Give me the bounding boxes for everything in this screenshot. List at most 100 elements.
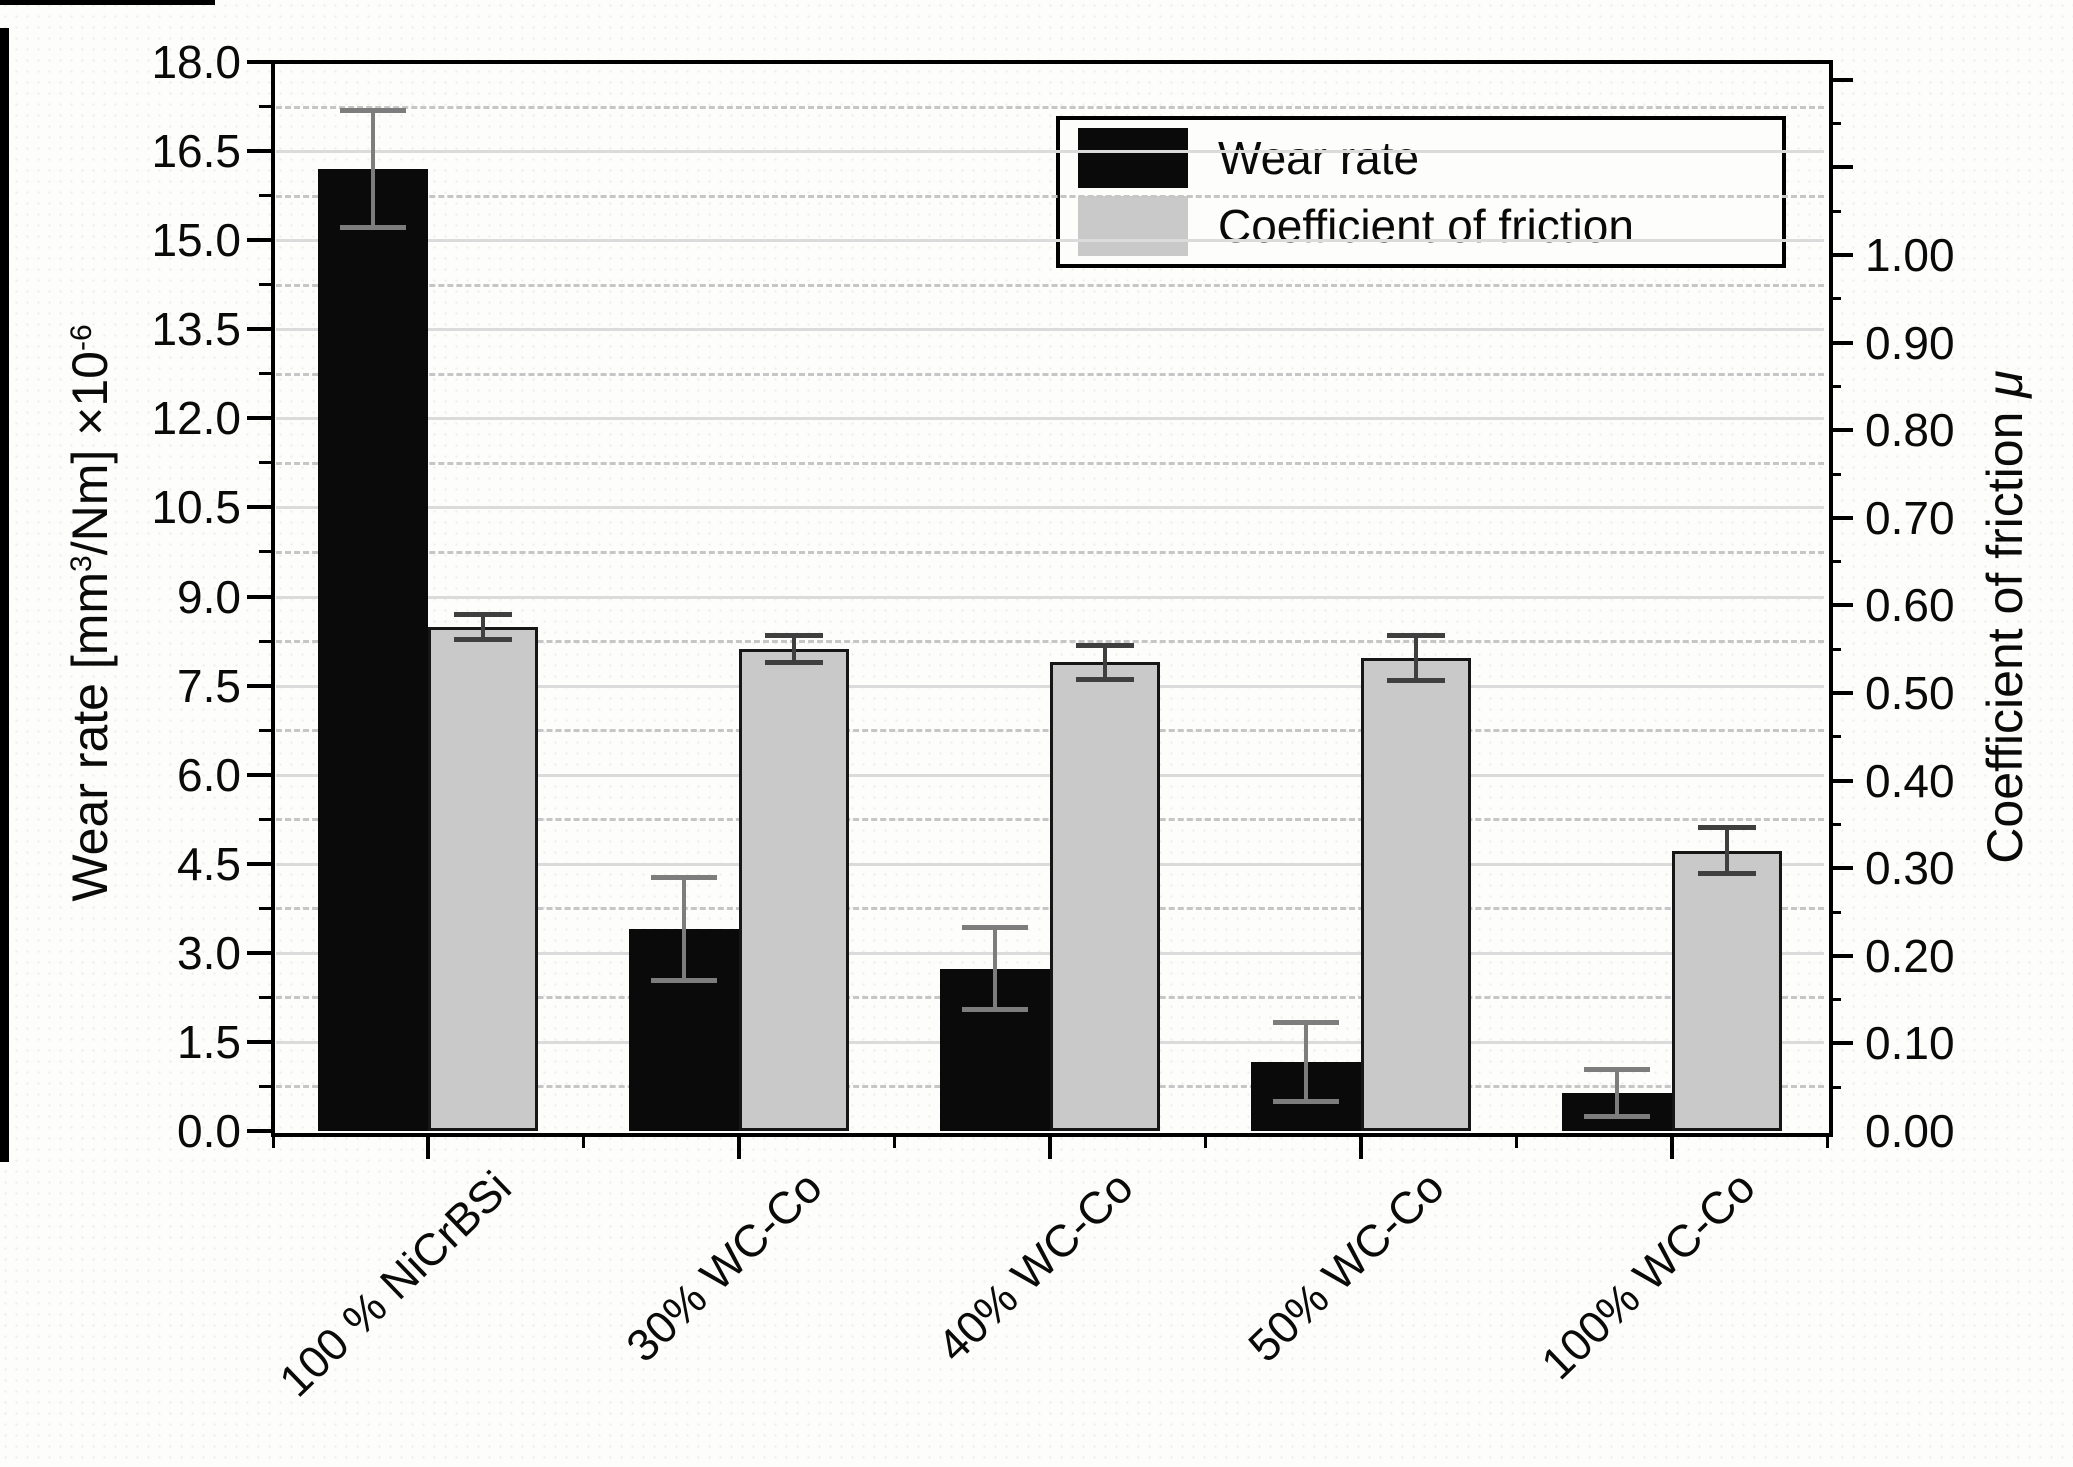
coefficient-of-friction-bar	[739, 649, 850, 1131]
right-axis-minor-tick	[1829, 735, 1841, 739]
wear-rate-error-cap-bottom	[962, 1007, 1028, 1013]
legend-item-coefficient-of-friction: Coefficient of friction	[1060, 196, 1782, 256]
left-axis-minor-tick	[259, 283, 271, 287]
right-axis-major-tick	[1829, 691, 1853, 695]
right-axis-title: Coefficient of friction μ	[1976, 67, 2034, 1167]
wear-rate-error-cap-top	[1583, 1067, 1650, 1073]
x-axis-major-tick	[737, 1135, 742, 1159]
right-axis-tick-label: 1.00	[1865, 229, 1955, 281]
cof-error-cap-top	[1386, 633, 1445, 639]
left-axis-major-tick	[247, 327, 271, 332]
right-axis-minor-tick	[1829, 384, 1841, 388]
left-axis-minor-tick	[259, 995, 271, 999]
right-axis-tick-label: 0.60	[1865, 579, 1955, 632]
right-axis-tick-label: 0.50	[1865, 667, 1955, 719]
x-category-label: 40% WC-Co	[927, 1161, 1143, 1372]
x-axis-minor-tick	[893, 1135, 897, 1148]
left-axis-major-tick	[247, 861, 271, 866]
wear-rate-bar	[318, 168, 429, 1131]
right-axis-minor-tick	[1829, 209, 1841, 213]
left-axis-minor-tick	[259, 461, 271, 465]
cof-error-cap-bottom	[454, 637, 513, 643]
coefficient-of-friction-bar	[1360, 657, 1471, 1131]
right-axis-major-tick	[1829, 866, 1853, 871]
right-axis-major-tick	[1829, 77, 1853, 82]
legend-item-wear-rate: Wear rate	[1060, 128, 1782, 188]
x-axis-minor-tick	[1514, 1135, 1518, 1148]
right-axis-tick-label: 0.70	[1865, 491, 1955, 544]
x-axis-major-tick	[1669, 1135, 1674, 1159]
right-axis-tick-label: 0.20	[1865, 929, 1955, 982]
wear-rate-error-cap-bottom	[340, 225, 407, 231]
right-axis-major-tick	[1829, 1041, 1853, 1046]
cof-error-bar	[792, 635, 797, 664]
gridline-minor	[276, 372, 1824, 376]
left-axis-tick-label: 1.5	[177, 1015, 241, 1068]
gridline-major	[276, 239, 1824, 243]
left-axis-tick-label: 7.5	[177, 659, 241, 712]
right-axis-tick-label: 0.10	[1865, 1017, 1955, 1070]
left-axis-tick-label: 16.5	[151, 125, 241, 178]
x-axis-minor-tick	[582, 1135, 586, 1148]
axis-title-text: Coefficient of friction	[1977, 397, 2033, 864]
right-axis-tick-label: 0.80	[1865, 404, 1955, 457]
right-axis-major-tick	[1829, 778, 1853, 783]
right-axis-major-tick	[1829, 165, 1853, 170]
right-axis-minor-tick	[1829, 910, 1841, 914]
cof-error-bar	[1724, 827, 1729, 875]
right-axis-tick-label: 0.30	[1865, 842, 1955, 895]
gridline-major	[276, 506, 1824, 510]
left-axis-major-tick	[247, 1039, 271, 1044]
coefficient-of-friction-bar	[428, 627, 539, 1131]
x-axis-major-tick	[426, 1135, 431, 1159]
gridline-minor	[276, 640, 1824, 644]
right-axis-major-tick	[1829, 340, 1853, 345]
axis-title-superscript: 3	[64, 555, 98, 572]
x-axis-major-tick	[1358, 1135, 1363, 1159]
left-axis-major-tick	[247, 1129, 271, 1133]
axis-title-text: μ	[1977, 370, 2033, 398]
x-category-label: 30% WC-Co	[616, 1161, 832, 1372]
right-axis-tick-label: 0.90	[1865, 316, 1955, 369]
right-axis-tick-label: 0.00	[1865, 1105, 1955, 1157]
left-axis-tick-label: 12.0	[151, 392, 241, 445]
cof-error-cap-bottom	[1076, 676, 1134, 682]
left-axis-minor-tick	[259, 817, 271, 821]
left-axis-minor-tick	[259, 906, 271, 910]
left-axis-major-tick	[247, 238, 271, 243]
wear-rate-error-bar	[1614, 1069, 1619, 1117]
gridline-major	[276, 417, 1824, 421]
legend-label-wear-rate: Wear rate	[1218, 132, 1420, 184]
left-axis-tick-label: 6.0	[177, 748, 241, 801]
cof-error-cap-top	[765, 633, 824, 639]
wear-rate-error-cap-top	[651, 874, 718, 880]
left-axis-major-tick	[247, 505, 271, 510]
coefficient-of-friction-bar	[1050, 662, 1160, 1131]
legend: Wear rate Coefficient of friction	[1056, 116, 1786, 268]
left-axis-tick-label: 4.5	[177, 837, 241, 890]
wear-rate-error-cap-bottom	[1583, 1113, 1650, 1119]
left-axis-major-tick	[247, 149, 271, 154]
left-axis-major-tick	[247, 950, 271, 955]
cof-error-bar	[481, 614, 486, 641]
cof-error-cap-bottom	[765, 660, 824, 666]
left-axis-minor-tick	[259, 728, 271, 732]
gridline-minor	[276, 194, 1824, 198]
x-axis-major-tick	[1048, 1135, 1052, 1159]
wear-rate-error-bar	[1303, 1021, 1308, 1103]
right-axis-minor-tick	[1829, 647, 1841, 651]
right-axis-major-tick	[1829, 603, 1853, 608]
axis-title-text: /Nm] ×10	[62, 351, 118, 556]
axis-title-text: Wear rate [mm	[62, 571, 118, 902]
gridline-minor	[276, 105, 1824, 109]
left-axis-tick-label: 15.0	[151, 214, 241, 267]
x-axis-minor-tick	[271, 1135, 275, 1148]
right-axis-minor-tick	[1829, 297, 1841, 301]
scan-artifact-top-edge	[0, 0, 215, 5]
right-axis-major-tick	[1829, 515, 1853, 520]
gridline-major	[276, 595, 1824, 599]
wear-rate-error-cap-top	[962, 925, 1028, 931]
cof-error-cap-top	[1076, 642, 1134, 648]
plot-area-border	[271, 60, 1833, 1137]
gridline-major	[276, 328, 1824, 332]
